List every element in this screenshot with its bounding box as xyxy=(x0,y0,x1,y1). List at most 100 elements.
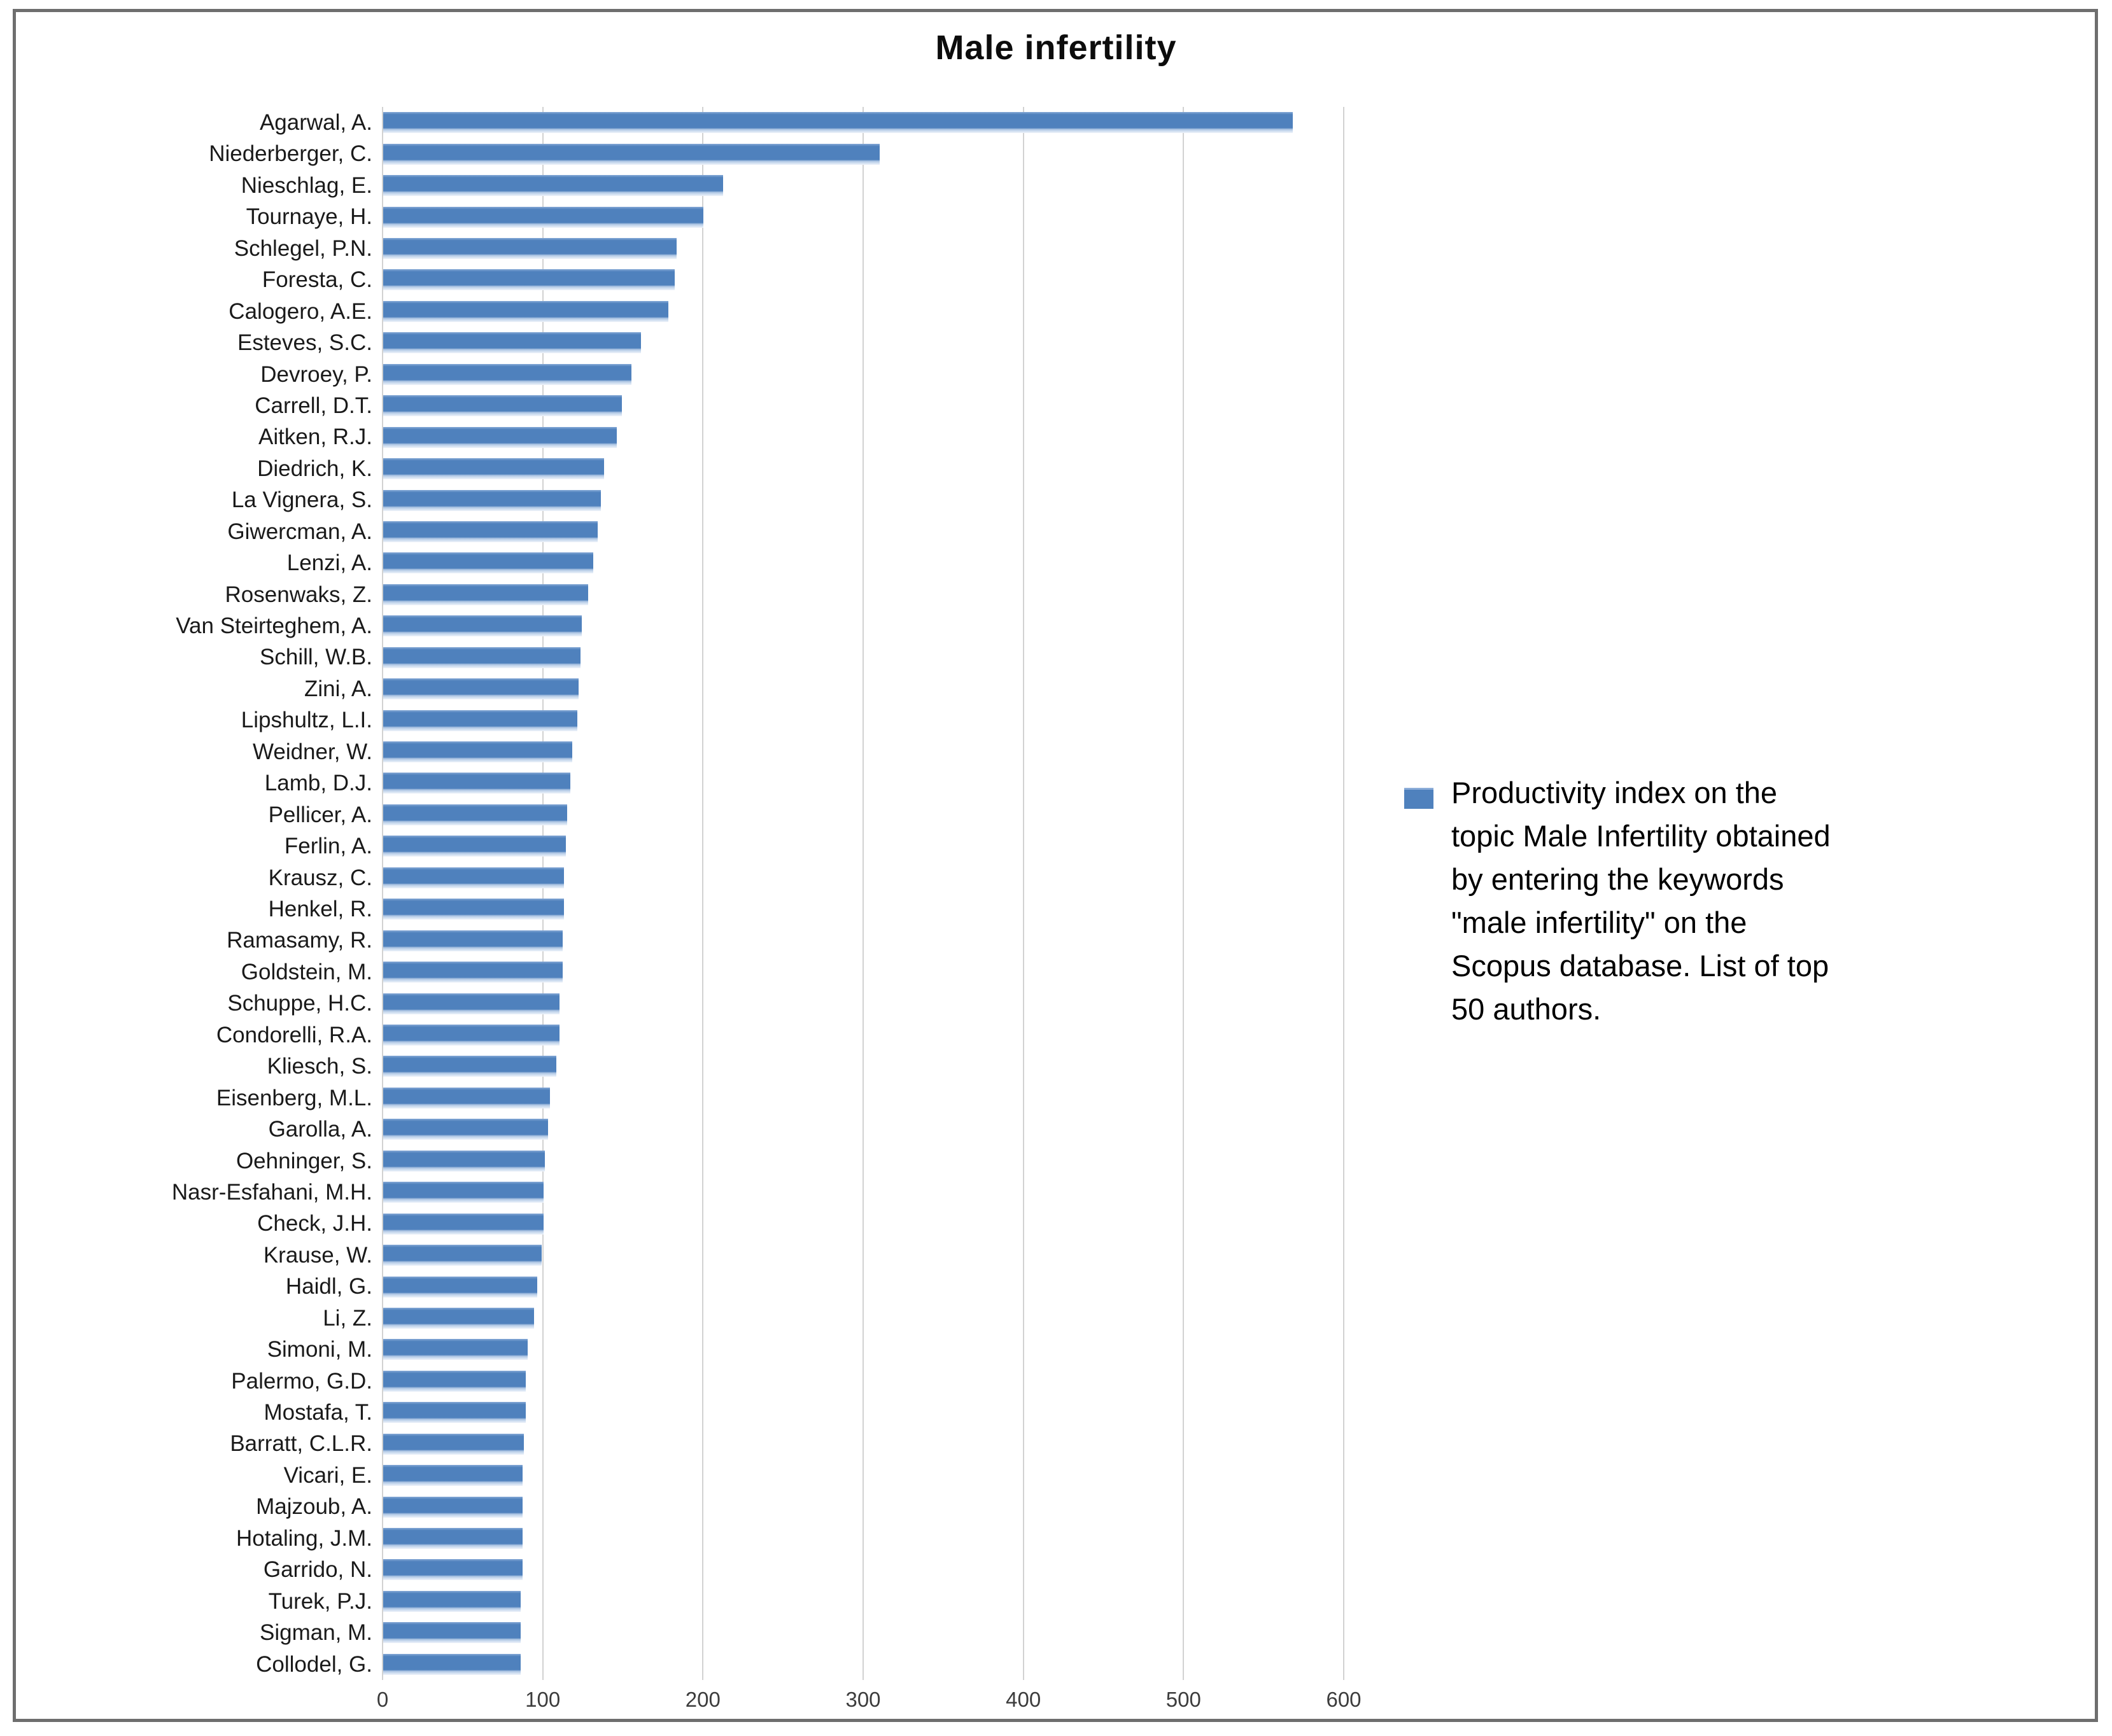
legend-caption-line: Productivity index on the xyxy=(1451,776,1778,809)
bar xyxy=(383,1056,556,1077)
bar xyxy=(383,1559,523,1581)
author-label: Lipshultz, L.I. xyxy=(241,708,372,733)
bar xyxy=(383,1024,560,1046)
bar xyxy=(383,1496,523,1518)
author-label: Schill, W.B. xyxy=(260,645,372,670)
author-label: La Vignera, S. xyxy=(231,487,372,513)
author-label: Esteves, S.C. xyxy=(237,330,372,356)
bar xyxy=(383,773,571,794)
bar xyxy=(383,112,1293,134)
bar xyxy=(383,867,565,888)
author-label: Barratt, C.L.R. xyxy=(230,1431,372,1457)
author-label: Sigman, M. xyxy=(260,1620,372,1646)
author-label: Schuppe, H.C. xyxy=(227,991,372,1016)
author-label: Check, J.H. xyxy=(257,1211,372,1236)
author-label: Agarwal, A. xyxy=(259,110,372,135)
author-label: Garolla, A. xyxy=(268,1117,372,1142)
bar xyxy=(383,237,677,259)
author-label: Nasr-Esfahani, M.H. xyxy=(171,1179,372,1205)
bar xyxy=(383,584,589,605)
bar xyxy=(383,1182,544,1203)
bar xyxy=(383,363,632,385)
bar xyxy=(383,269,675,291)
bar xyxy=(383,615,582,637)
gridline xyxy=(1022,107,1024,1680)
author-label: Van Steirteghem, A. xyxy=(176,613,372,639)
bar xyxy=(383,206,704,228)
x-tick-label: 0 xyxy=(376,1688,389,1711)
bar xyxy=(383,899,565,920)
author-label: Li, Z. xyxy=(323,1305,372,1331)
x-tick-label: 600 xyxy=(1326,1688,1362,1711)
author-label: Carrell, D.T. xyxy=(255,393,372,418)
bar xyxy=(383,426,617,448)
legend-marker-square xyxy=(1404,788,1433,809)
bar xyxy=(383,300,668,322)
author-label: Weidner, W. xyxy=(252,739,372,764)
author-label: Collodel, G. xyxy=(256,1651,372,1677)
bar xyxy=(383,1339,528,1361)
bar xyxy=(383,1433,524,1455)
author-label: Foresta, C. xyxy=(262,267,372,293)
author-label: Giwercman, A. xyxy=(227,519,372,544)
bar xyxy=(383,1622,521,1644)
author-label: Niederberger, C. xyxy=(209,141,372,167)
author-label: Vicari, E. xyxy=(283,1462,372,1488)
x-tick-label: 400 xyxy=(1006,1688,1041,1711)
bar xyxy=(383,521,598,542)
chart-border-frame xyxy=(13,9,2098,1722)
author-label: Lamb, D.J. xyxy=(264,771,372,796)
bar xyxy=(383,489,602,511)
bar xyxy=(383,1402,526,1424)
bar xyxy=(383,1307,534,1329)
bar xyxy=(383,930,563,951)
author-label: Kliesch, S. xyxy=(267,1054,372,1079)
author-label: Calogero, A.E. xyxy=(229,298,372,324)
bar xyxy=(383,332,642,354)
author-label: Ferlin, A. xyxy=(284,834,372,859)
bar xyxy=(383,836,566,857)
author-label: Rosenwaks, Z. xyxy=(225,582,372,607)
bar xyxy=(383,1528,523,1550)
author-label: Schlegel, P.N. xyxy=(234,235,372,261)
bar xyxy=(383,1370,526,1392)
author-label: Nieschlag, E. xyxy=(241,172,372,198)
author-label: Condorelli, R.A. xyxy=(216,1022,372,1047)
bar xyxy=(383,710,577,731)
gridline xyxy=(1183,107,1185,1680)
author-label: Goldstein, M. xyxy=(241,959,372,984)
legend-caption-line: "male infertility" on the xyxy=(1451,906,1747,939)
bar xyxy=(383,1119,549,1140)
bar xyxy=(383,1245,542,1266)
legend-caption-line: Scopus database. List of top xyxy=(1451,949,1829,983)
x-tick-label: 100 xyxy=(525,1688,561,1711)
author-label: Hotaling, J.M. xyxy=(236,1525,372,1551)
legend-caption: Productivity index on the topic Male Inf… xyxy=(1451,771,2094,1031)
bar xyxy=(383,143,880,165)
author-labels-axis: Agarwal, A. Niederberger, C. Nieschlag, E.… xyxy=(38,107,372,1680)
bar xyxy=(383,458,605,480)
gridline xyxy=(1343,107,1344,1680)
bar xyxy=(383,962,563,983)
legend-caption-line: 50 authors. xyxy=(1451,992,1602,1026)
author-label: Garrido, N. xyxy=(263,1557,372,1583)
gridline xyxy=(862,107,864,1680)
gridline xyxy=(702,107,704,1680)
x-tick-label: 200 xyxy=(685,1688,721,1711)
author-label: Diedrich, K. xyxy=(257,456,372,481)
author-label: Mostafa, T. xyxy=(264,1400,372,1425)
bar xyxy=(383,993,560,1014)
plot-area xyxy=(382,107,1344,1680)
author-label: Devroey, P. xyxy=(260,361,372,387)
legend-caption-line: by entering the keywords xyxy=(1451,862,1784,896)
author-label: Henkel, R. xyxy=(268,897,372,921)
bar xyxy=(383,1276,537,1298)
author-label: Pellicer, A. xyxy=(268,802,372,827)
x-tick-label: 500 xyxy=(1165,1688,1201,1711)
author-label: Simoni, M. xyxy=(267,1337,372,1362)
author-label: Krause, W. xyxy=(263,1242,372,1268)
gridline xyxy=(382,107,383,1680)
gridline xyxy=(542,107,544,1680)
bar xyxy=(383,1653,521,1675)
